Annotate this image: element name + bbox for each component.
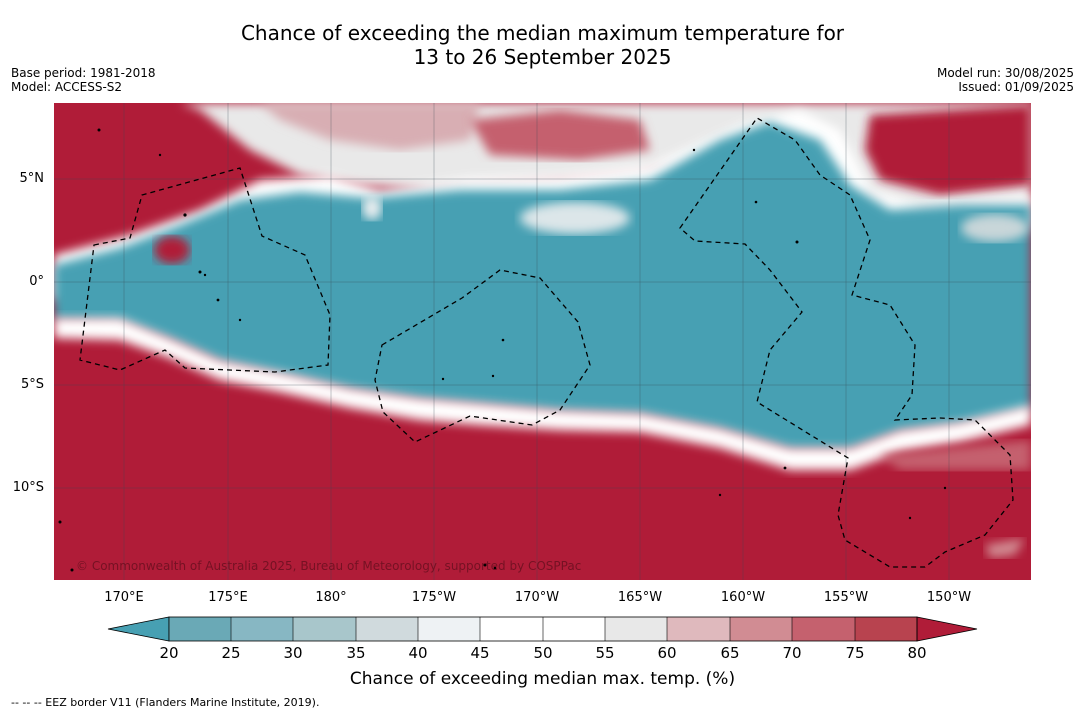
- eez-legend-note: -- -- -- EEZ border V11 (Flanders Marine…: [11, 696, 320, 709]
- lon-label: 155°W: [823, 590, 869, 605]
- issued-date: Issued: 01/09/2025: [958, 80, 1074, 94]
- colorbar-tick: 75: [845, 644, 865, 662]
- pale-patch-west: [362, 196, 382, 220]
- chart-title-line2: 13 to 26 September 2025: [413, 45, 672, 69]
- copyright-note: © Commonwealth of Australia 2025, Bureau…: [76, 559, 582, 573]
- colorbar: [107, 616, 978, 642]
- colorbar-tick: 50: [533, 644, 553, 662]
- colorbar-bin: [418, 617, 480, 641]
- chart-title-line1: Chance of exceeding the median maximum t…: [240, 21, 845, 45]
- model-name: Model: ACCESS-S2: [11, 80, 123, 94]
- colorbar-bin: [169, 617, 231, 641]
- pale-patch-central: [520, 202, 630, 234]
- warm-island-patch: [154, 236, 190, 264]
- base-period: Base period: 1981-2018: [11, 66, 156, 80]
- colorbar-bin: [605, 617, 667, 641]
- colorbar-bin: [667, 617, 730, 641]
- north-pink-patch: [260, 103, 480, 150]
- graticule: [54, 103, 1031, 580]
- colorbar-tick: 45: [470, 644, 490, 662]
- north-red-patch: [470, 110, 650, 160]
- colorbar-tick: 60: [657, 644, 677, 662]
- colorbar-bin: [293, 617, 356, 641]
- colorbar-bin: [543, 617, 605, 641]
- colorbar-tick: 65: [720, 644, 740, 662]
- northeast-warm-patch: [865, 105, 1031, 195]
- colorbar-high-arrow: [916, 616, 978, 642]
- map-field: [54, 103, 1031, 580]
- colorbar-tick: 70: [782, 644, 802, 662]
- colorbar-bin: [356, 617, 418, 641]
- islands: [58, 128, 947, 572]
- colorbar-tick: 55: [595, 644, 615, 662]
- meta-left: Base period: 1981-2018 Model: ACCESS-S2: [11, 66, 156, 94]
- meta-right: Model run: 30/08/2025 Issued: 01/09/2025: [937, 66, 1074, 94]
- lon-label: 165°W: [617, 590, 663, 605]
- lon-label: 150°W: [926, 590, 972, 605]
- colorbar-bin: [792, 617, 855, 641]
- colorbar-bin: [730, 617, 792, 641]
- colorbar-tick: 80: [907, 644, 927, 662]
- colorbar-tick: 35: [346, 644, 366, 662]
- lon-label: 175°W: [411, 590, 457, 605]
- colorbar-low-arrow: [107, 616, 170, 642]
- model-run: Model run: 30/08/2025: [936, 66, 1074, 80]
- cool-region: [54, 122, 1031, 450]
- eez-borders: [79, 117, 1014, 568]
- colorbar-bin: [855, 617, 917, 641]
- lat-label: 10°S: [12, 480, 44, 495]
- south-transition-band: [54, 318, 1031, 470]
- lat-label: 0°: [29, 274, 44, 289]
- lon-label: 160°W: [720, 590, 766, 605]
- colorbar-bin: [231, 617, 293, 641]
- colorbar-tick: 25: [221, 644, 241, 662]
- colorbar-tick: 20: [159, 644, 179, 662]
- southeast-pink-patch: [985, 538, 1025, 558]
- lon-label: 175°E: [208, 590, 248, 605]
- lat-label: 5°N: [19, 171, 45, 186]
- colorbar-tick: 40: [408, 644, 428, 662]
- colorbar-tick: 30: [283, 644, 303, 662]
- lon-label: 170°E: [104, 590, 144, 605]
- lon-label: 180°: [315, 590, 347, 605]
- lat-label: 5°S: [20, 377, 44, 392]
- colorbar-bin: [480, 617, 543, 641]
- lon-label: 170°W: [514, 590, 560, 605]
- south-pink-patch: [880, 440, 1031, 470]
- pale-patch-east: [961, 214, 1029, 242]
- colorbar-title: Chance of exceeding median max. temp. (%…: [349, 669, 736, 689]
